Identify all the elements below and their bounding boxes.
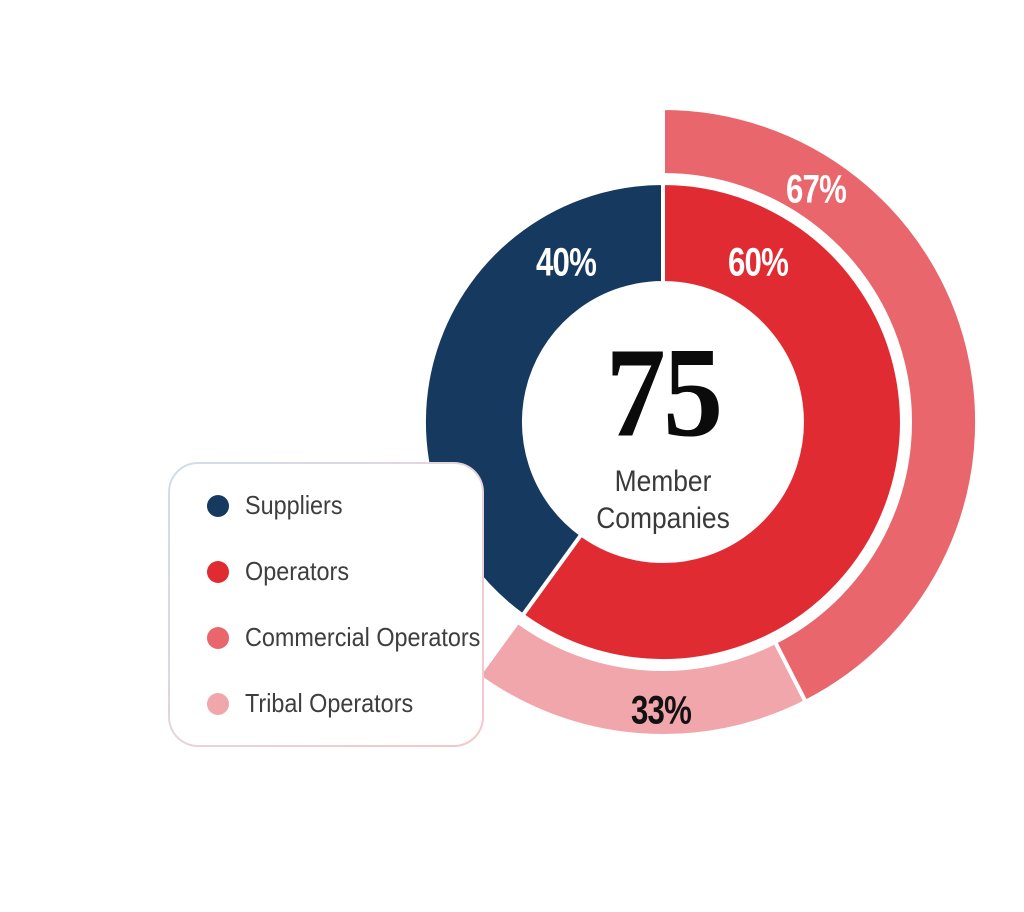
center-caption-line1: Member bbox=[614, 465, 712, 498]
center-caption: Member Companies bbox=[596, 463, 730, 537]
legend-label: Suppliers bbox=[245, 490, 343, 520]
label-operators-pct: 60% bbox=[727, 240, 789, 285]
legend-label: Operators bbox=[245, 556, 350, 586]
legend-item-commercial-operators: Commercial Operators bbox=[207, 622, 482, 653]
legend-item-operators: Operators bbox=[207, 556, 482, 587]
tribal-operators-dot-icon bbox=[207, 692, 229, 715]
legend-label: Commercial Operators bbox=[245, 622, 481, 652]
commercial-operators-dot-icon bbox=[207, 626, 229, 649]
legend-label: Tribal Operators bbox=[245, 688, 414, 718]
label-tribal-operators-pct: 33% bbox=[630, 688, 692, 733]
legend-item-suppliers: Suppliers bbox=[207, 490, 482, 521]
center-value: 75 bbox=[605, 321, 723, 464]
center-caption-line2: Companies bbox=[596, 502, 730, 535]
legend-box: Suppliers Operators Commercial Operators… bbox=[168, 462, 484, 747]
legend-item-tribal-operators: Tribal Operators bbox=[207, 688, 482, 719]
operators-dot-icon bbox=[207, 560, 229, 583]
legend-list: Suppliers Operators Commercial Operators… bbox=[170, 464, 482, 745]
label-suppliers-pct: 40% bbox=[535, 240, 597, 285]
segment-operators bbox=[520, 181, 904, 663]
suppliers-dot-icon bbox=[207, 494, 229, 517]
segment-commercial-operators bbox=[661, 106, 980, 704]
label-commercial-operators-pct: 67% bbox=[785, 167, 847, 212]
